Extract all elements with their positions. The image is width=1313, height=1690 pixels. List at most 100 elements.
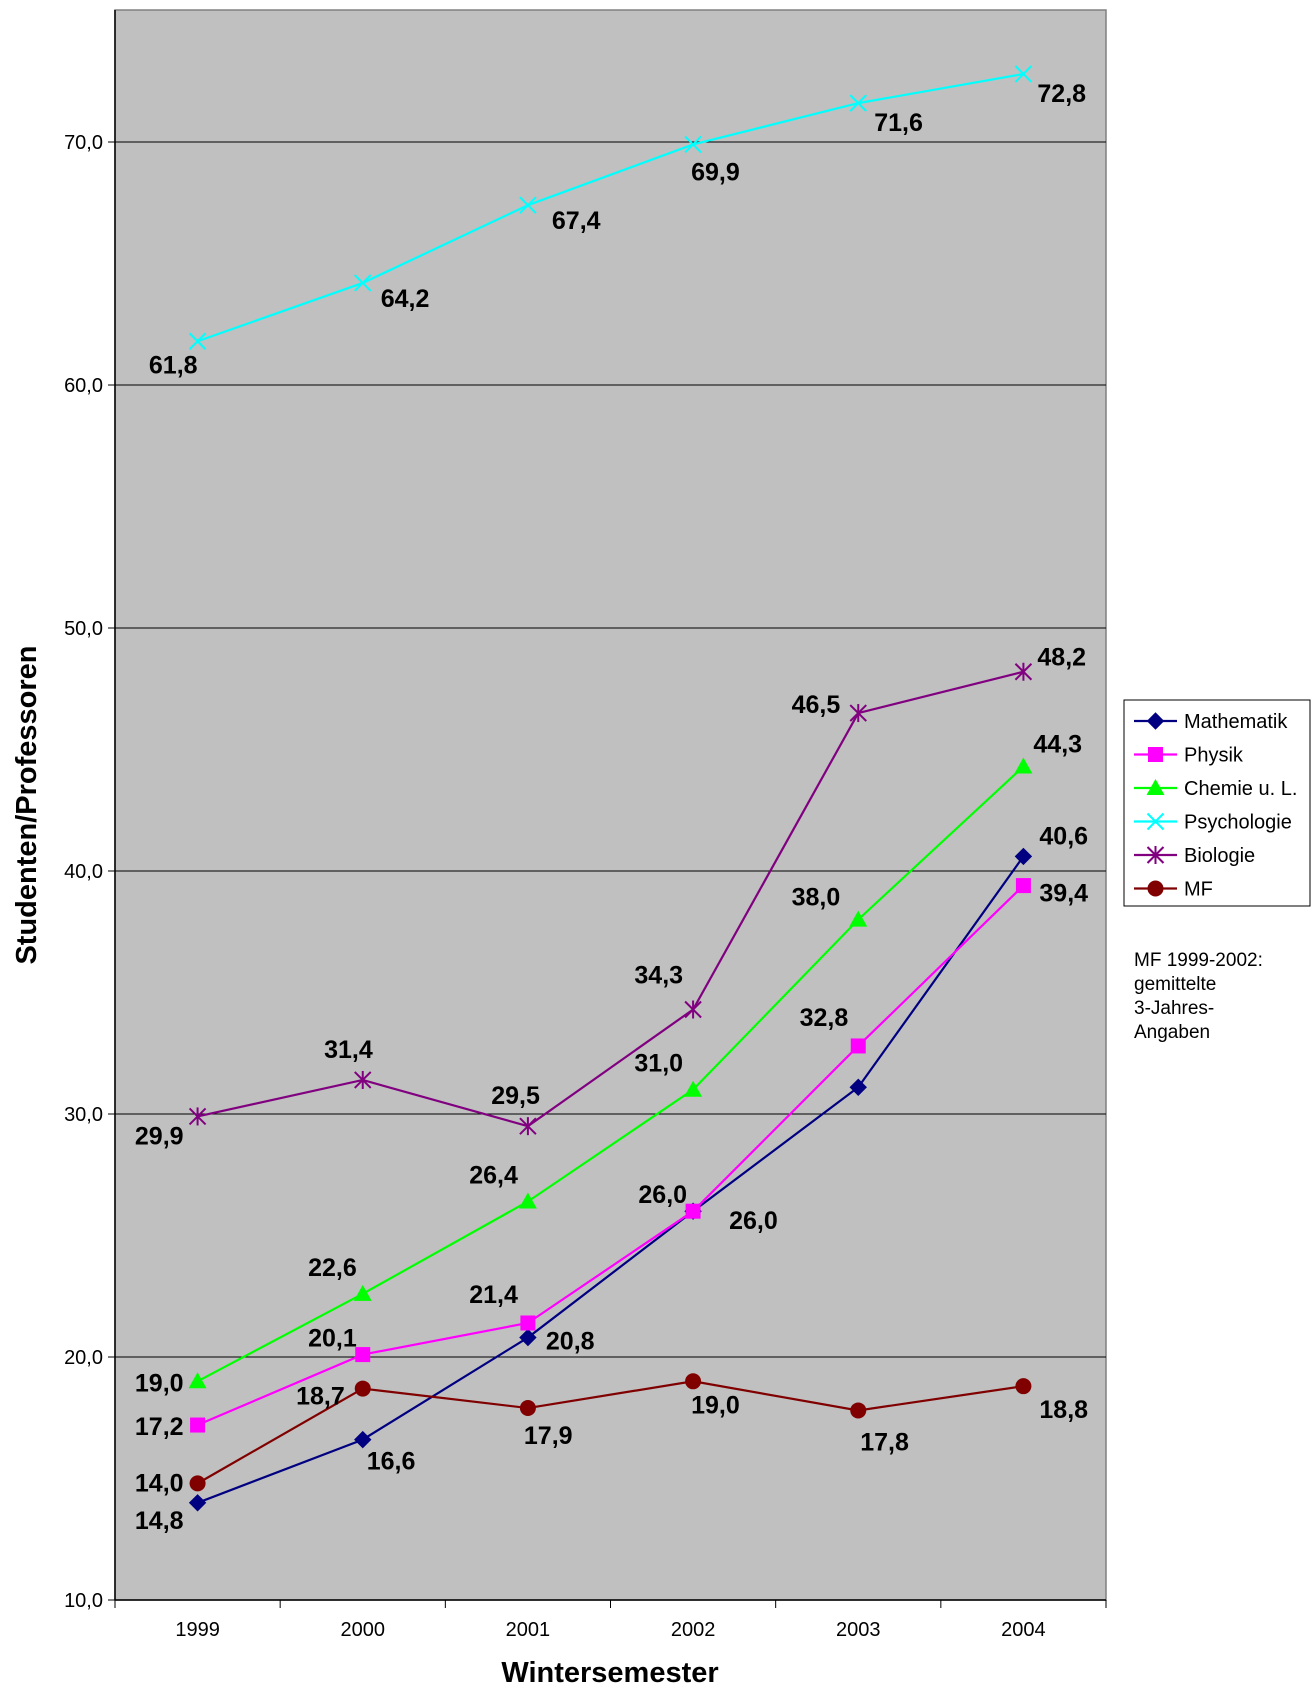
legend-label: MF — [1184, 879, 1213, 901]
marker-triangle — [188, 1372, 207, 1389]
marker-circle — [519, 1400, 536, 1417]
marker-circle — [850, 1402, 867, 1419]
legend-label: Chemie u. L. — [1184, 778, 1297, 800]
data-label: 26,0 — [729, 1207, 778, 1235]
marker-x — [1146, 812, 1165, 831]
data-label: 16,6 — [367, 1448, 416, 1476]
marker-diamond — [1146, 712, 1165, 730]
data-label: 67,4 — [552, 207, 601, 235]
note-line: gemittelte — [1134, 974, 1217, 995]
marker-square — [1148, 747, 1163, 762]
data-label: 34,3 — [634, 962, 683, 990]
marker-x — [188, 332, 207, 350]
series-chemie-u-l — [188, 757, 1033, 1389]
data-label: 46,5 — [792, 691, 841, 719]
data-label: 19,0 — [135, 1369, 184, 1397]
data-labels: 14,8 16,6 20,8 26,0 40,6 17,2 20,1 21,4 26,0 32,8… — [135, 80, 1088, 1535]
marker-triangle — [353, 1284, 372, 1301]
y-tick-label: 60,0 — [64, 375, 103, 397]
data-label: 18,7 — [296, 1383, 345, 1411]
marker-square — [685, 1203, 701, 1219]
marker-x — [354, 274, 372, 292]
gridlines — [115, 141, 1106, 1358]
y-tick-label: 10,0 — [64, 1590, 103, 1612]
marker-star — [354, 1070, 372, 1089]
note-line: MF 1999-2002: — [1134, 950, 1263, 971]
data-label: 69,9 — [691, 158, 740, 186]
data-label: 40,6 — [1039, 822, 1088, 850]
legend-label: Psychologie — [1184, 812, 1292, 834]
data-label: 61,8 — [149, 351, 198, 379]
data-label: 20,1 — [308, 1325, 357, 1353]
series-line — [197, 670, 1024, 1128]
marker-x — [684, 135, 702, 154]
series-biologie — [188, 662, 1033, 1136]
marker-circle — [1015, 1378, 1032, 1395]
marker-circle — [1147, 880, 1164, 897]
marker-diamond — [519, 1328, 537, 1347]
axes: 10,0 20,0 30,0 40,0 50,0 60,0 70,0 1999 2000 2001… — [64, 10, 1107, 1641]
marker-star — [684, 1000, 702, 1019]
marker-triangle — [849, 910, 868, 927]
data-label: 17,9 — [524, 1422, 573, 1450]
marker-triangle — [1014, 757, 1033, 774]
marker-star — [1014, 662, 1033, 681]
marker-triangle — [518, 1192, 537, 1209]
data-label: 14,8 — [135, 1507, 184, 1535]
data-label: 22,6 — [308, 1254, 357, 1282]
series-mf — [189, 1373, 1032, 1492]
y-tick-label: 50,0 — [64, 618, 103, 640]
y-tick-label: 30,0 — [64, 1104, 103, 1126]
data-label: 48,2 — [1037, 644, 1086, 672]
data-label: 20,8 — [546, 1328, 595, 1356]
data-label: 38,0 — [792, 884, 841, 912]
data-label: 26,0 — [638, 1181, 687, 1209]
marker-circle — [354, 1380, 371, 1397]
series-line — [197, 765, 1025, 1383]
data-label: 44,3 — [1033, 731, 1082, 759]
y-tick-label: 40,0 — [64, 861, 103, 883]
x-tick-label: 2003 — [836, 1619, 881, 1641]
y-tick-label: 70,0 — [64, 132, 103, 154]
x-tick-label: 2000 — [341, 1619, 386, 1641]
legend-item: Physik — [1134, 745, 1244, 767]
series-line — [197, 1380, 1024, 1485]
y-axis-title: Studenten/Professoren — [11, 645, 43, 964]
series-line — [197, 884, 1025, 1427]
marker-star — [1146, 846, 1165, 864]
y-tick-label: 20,0 — [64, 1347, 103, 1369]
data-label: 26,4 — [469, 1161, 518, 1189]
series-physik — [190, 878, 1031, 1433]
data-label: 31,0 — [634, 1050, 683, 1078]
data-label: 32,8 — [800, 1004, 849, 1032]
marker-diamond — [188, 1494, 207, 1512]
marker-square — [850, 1038, 866, 1054]
marker-x — [519, 196, 537, 214]
marker-circle — [189, 1475, 206, 1492]
data-label: 31,4 — [324, 1036, 373, 1064]
data-label: 71,6 — [874, 109, 923, 137]
legend-label: Physik — [1184, 745, 1244, 767]
series-line — [197, 72, 1024, 343]
marker-diamond — [354, 1430, 372, 1449]
legend-item: MF — [1134, 879, 1213, 901]
data-label: 18,8 — [1039, 1396, 1088, 1424]
marker-x — [849, 94, 867, 112]
marker-triangle — [1146, 779, 1165, 795]
marker-diamond — [1014, 847, 1033, 866]
note-line: 3-Jahres- — [1134, 998, 1215, 1019]
marker-star — [519, 1117, 537, 1136]
marker-square — [355, 1347, 371, 1363]
legend-item: Chemie u. L. — [1134, 778, 1297, 800]
marker-square — [190, 1417, 206, 1433]
marker-x — [1014, 65, 1033, 83]
data-label: 72,8 — [1037, 80, 1086, 108]
note-line: Angaben — [1134, 1022, 1211, 1043]
x-axis-title: Wintersemester — [501, 1657, 718, 1689]
x-tick-label: 1999 — [175, 1619, 220, 1641]
x-tick-label: 2004 — [1001, 1619, 1046, 1641]
marker-square — [1015, 878, 1031, 894]
data-label: 17,8 — [860, 1428, 909, 1456]
data-label: 19,0 — [691, 1391, 740, 1419]
